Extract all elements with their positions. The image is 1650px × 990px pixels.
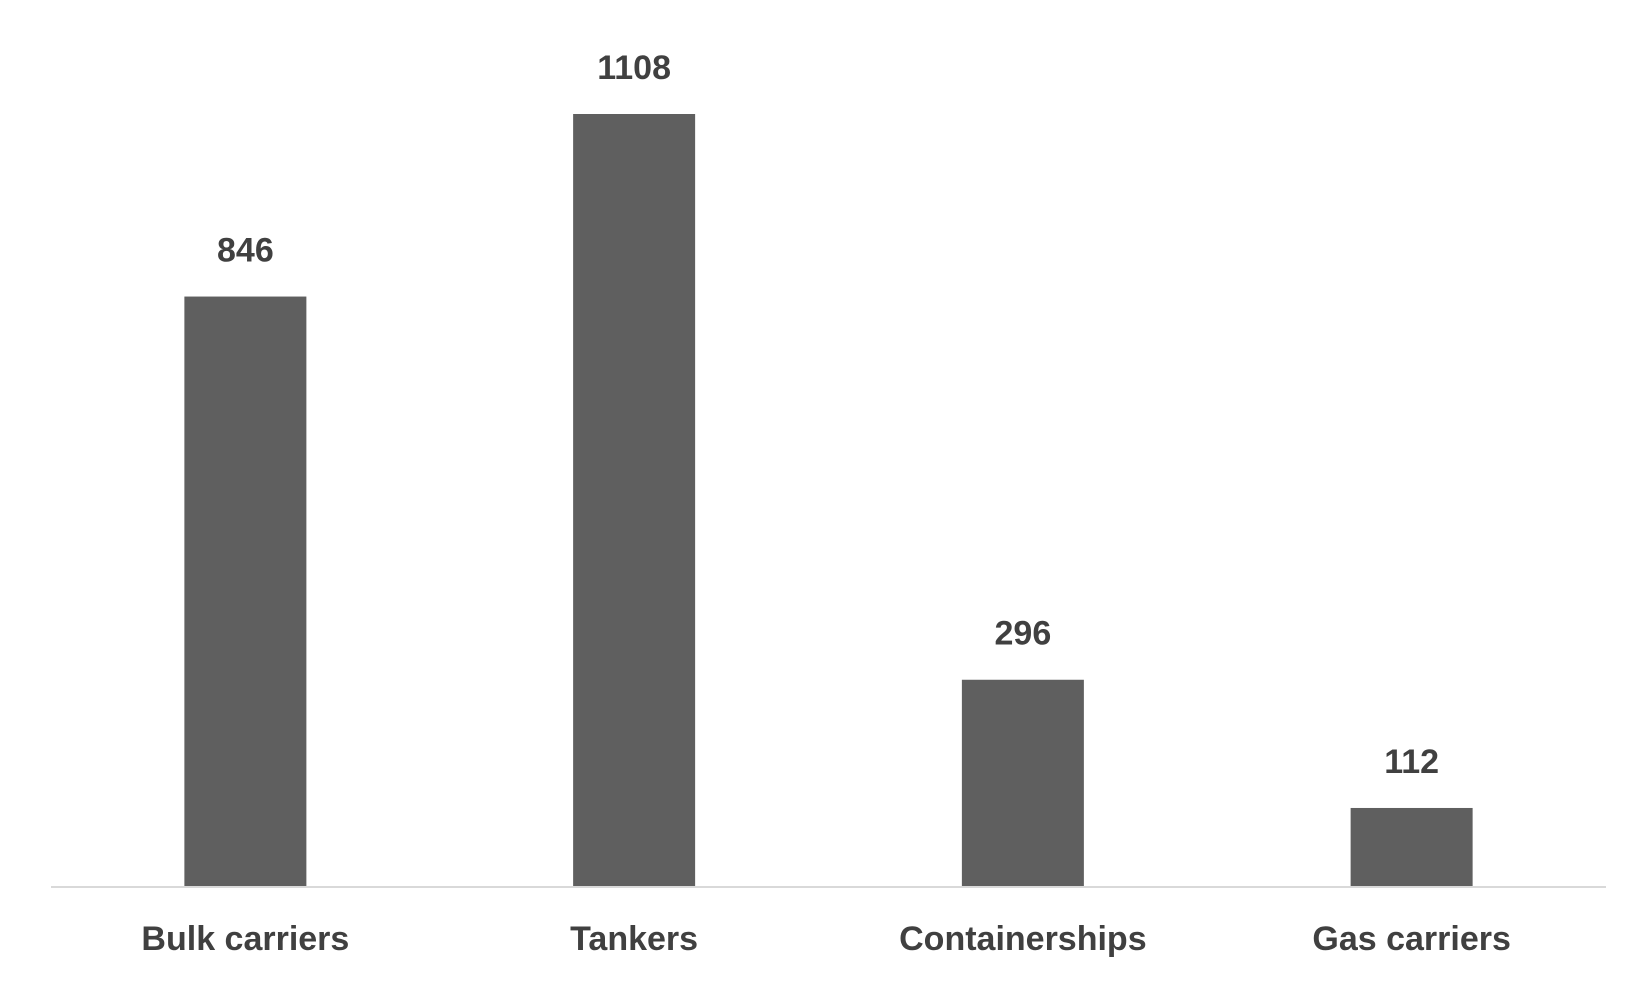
x-tick-label: Containerships — [899, 920, 1146, 958]
bar — [573, 114, 696, 886]
bar — [184, 296, 307, 887]
x-tick-label: Tankers — [570, 920, 698, 958]
x-tick-label: Gas carriers — [1312, 920, 1511, 958]
data-label: 1108 — [597, 49, 671, 87]
x-tick-label: Bulk carriers — [141, 920, 349, 958]
data-label: 846 — [217, 232, 274, 270]
bar — [961, 679, 1084, 886]
bar — [1350, 807, 1473, 886]
data-label: 112 — [1384, 743, 1439, 781]
data-label: 296 — [995, 615, 1052, 653]
